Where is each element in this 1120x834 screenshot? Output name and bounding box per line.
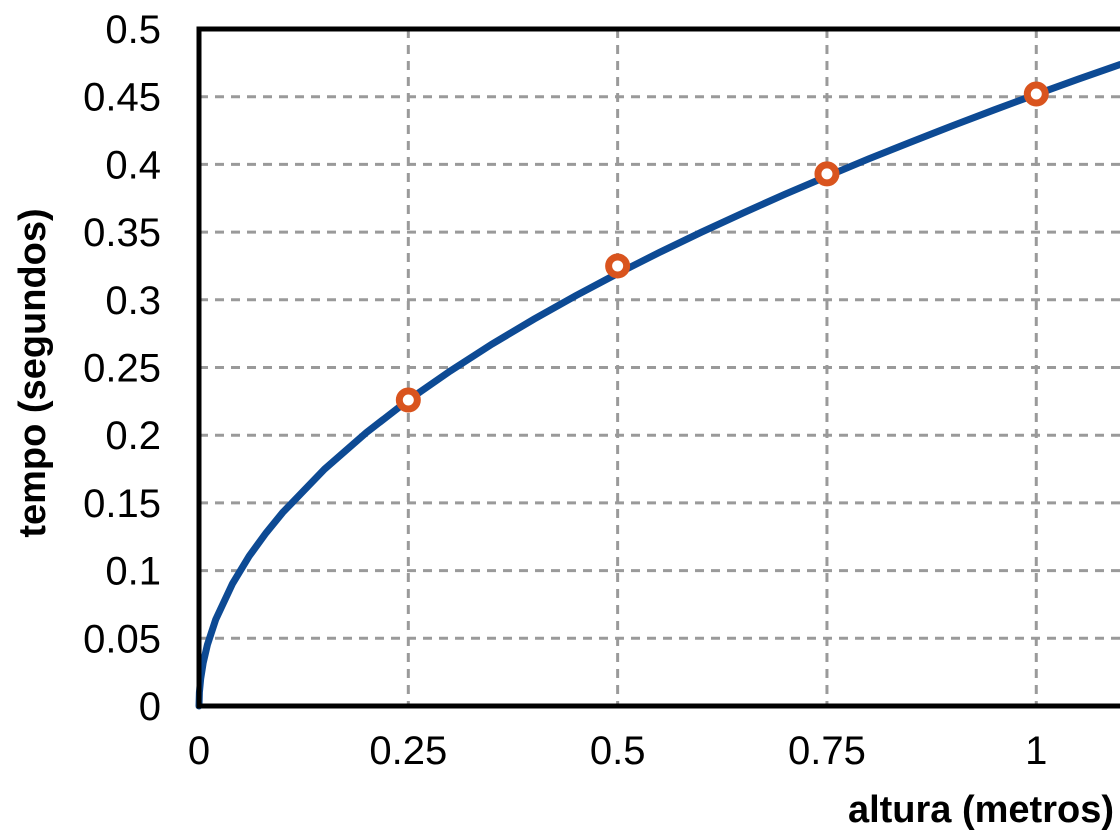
y-axis-title: tempo (segundos) — [12, 208, 54, 537]
y-tick-label: 0 — [139, 685, 161, 729]
y-tick-label: 0.2 — [105, 414, 161, 458]
data-point — [814, 161, 840, 187]
series-layer — [195, 61, 1120, 710]
data-point — [605, 253, 631, 279]
data-point — [395, 387, 421, 413]
y-tick-label: 0.3 — [105, 279, 161, 323]
y-tick-label: 0.05 — [83, 617, 161, 661]
data-point — [1023, 81, 1049, 107]
y-tick-label: 0.35 — [83, 211, 161, 255]
x-tick-label: 1 — [1025, 729, 1047, 773]
x-tick-label: 0 — [188, 729, 210, 773]
y-tick-label: 0.5 — [105, 8, 161, 52]
x-axis-title: altura (metros) — [848, 789, 1114, 831]
x-tick-label: 0.25 — [369, 729, 447, 773]
y-tick-label: 0.25 — [83, 347, 161, 391]
tick-labels: 0 0.25 0.5 0.75 1 0 0.05 0.1 0.15 0.2 0.25 0.3 0.35 0… — [83, 8, 1047, 773]
y-tick-label: 0.45 — [83, 76, 161, 120]
grid-lines — [199, 29, 1120, 706]
x-tick-label: 0.5 — [590, 729, 646, 773]
y-tick-label: 0.1 — [105, 550, 161, 594]
plot-frame — [196, 26, 1120, 709]
x-tick-label: 0.75 — [788, 729, 866, 773]
series-line — [195, 61, 1120, 710]
y-tick-label: 0.15 — [83, 482, 161, 526]
y-tick-label: 0.4 — [105, 143, 161, 187]
